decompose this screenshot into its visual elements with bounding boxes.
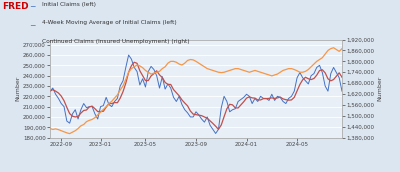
Text: 4-Week Moving Average of Initial Claims (left): 4-Week Moving Average of Initial Claims … [42, 20, 177, 25]
Y-axis label: Number: Number [377, 76, 382, 101]
Text: ─: ─ [30, 2, 35, 11]
Text: FRED: FRED [2, 2, 29, 11]
Text: ─: ─ [30, 39, 35, 48]
Text: Continued Claims (Insured Unemployment) (right): Continued Claims (Insured Unemployment) … [42, 39, 190, 44]
Y-axis label: Number: Number [15, 76, 20, 101]
Text: ─: ─ [30, 20, 35, 29]
Text: Initial Claims (left): Initial Claims (left) [42, 2, 96, 7]
